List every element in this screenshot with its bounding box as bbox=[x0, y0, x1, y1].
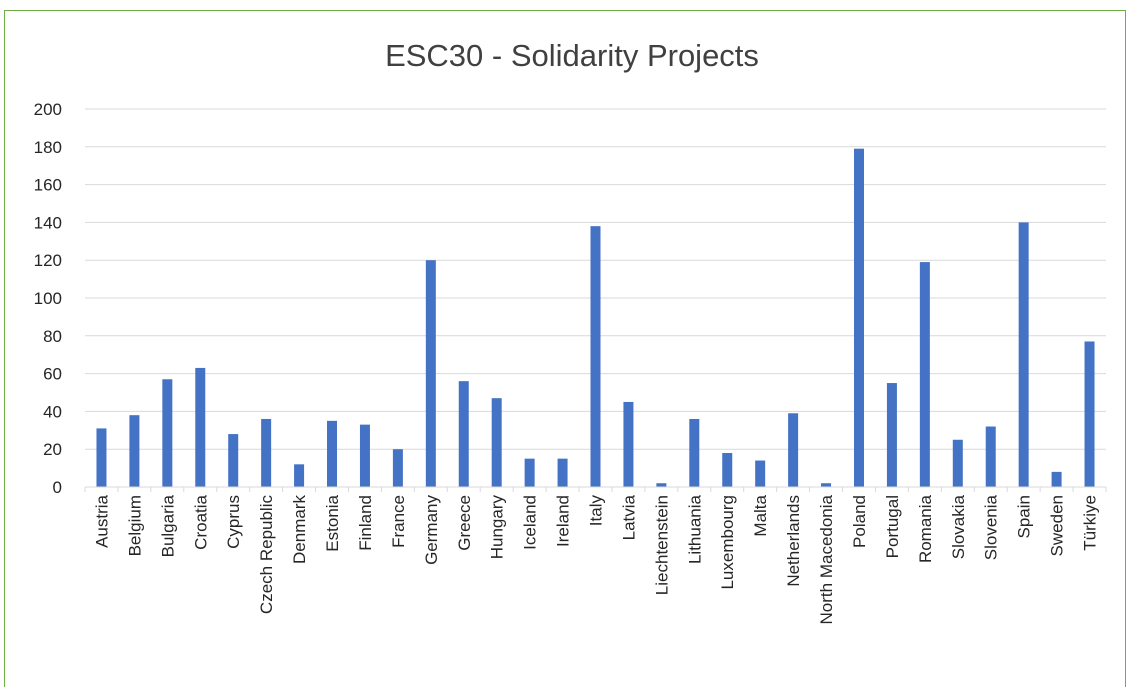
bar-latvia bbox=[623, 401, 634, 487]
bar-luxembourg bbox=[722, 452, 733, 487]
bar-czech-republic bbox=[261, 418, 272, 487]
bar-iceland bbox=[524, 458, 535, 487]
y-tick-label: 40 bbox=[43, 402, 62, 421]
x-tick-label: Luxembourg bbox=[718, 495, 737, 590]
y-tick-label: 20 bbox=[43, 440, 62, 459]
y-tick-label: 100 bbox=[34, 289, 62, 308]
bar-austria bbox=[96, 428, 107, 487]
bar-hungary bbox=[491, 398, 502, 487]
chart-frame bbox=[4, 10, 1126, 687]
x-tick-label: Germany bbox=[422, 495, 441, 565]
x-tick-label: Bulgaria bbox=[158, 494, 177, 557]
x-tick-label: Italy bbox=[587, 495, 606, 527]
bar-bulgaria bbox=[162, 379, 173, 487]
x-tick-label: Liechtenstein bbox=[652, 495, 671, 595]
bar-romania bbox=[919, 262, 930, 487]
x-tick-label: Slovakia bbox=[949, 494, 968, 559]
x-tick-label: Ireland bbox=[554, 495, 573, 547]
y-tick-label: 180 bbox=[34, 138, 62, 157]
bar-estonia bbox=[327, 420, 338, 487]
bar-portugal bbox=[886, 383, 897, 487]
x-tick-label: Latvia bbox=[619, 494, 638, 540]
bar-italy bbox=[590, 226, 601, 487]
x-tick-label: North Macedonia bbox=[817, 494, 836, 624]
x-tick-label: Malta bbox=[751, 494, 770, 536]
y-tick-label: 200 bbox=[34, 100, 62, 119]
x-tick-label: Hungary bbox=[488, 495, 507, 560]
bar-netherlands bbox=[788, 413, 799, 487]
bar-france bbox=[392, 449, 403, 487]
x-tick-label: Estonia bbox=[323, 494, 342, 551]
bar-spain bbox=[1018, 222, 1029, 487]
bars bbox=[96, 148, 1095, 487]
x-tick-label: Greece bbox=[455, 495, 474, 551]
x-tick-label: Lithuania bbox=[685, 494, 704, 564]
x-tick-label: Croatia bbox=[191, 494, 210, 549]
x-tick-label: Türkiye bbox=[1081, 495, 1100, 551]
x-tick-label: Czech Republic bbox=[257, 495, 276, 615]
bar-slovakia bbox=[952, 439, 963, 487]
y-axis: 0 20 40 60 80 100 120 140 160 180 200 bbox=[34, 100, 62, 497]
bar-cyprus bbox=[228, 434, 239, 487]
bar-malta bbox=[755, 460, 766, 487]
bar-poland bbox=[853, 148, 864, 487]
x-tick-label: Cyprus bbox=[224, 495, 243, 549]
y-tick-label: 80 bbox=[43, 327, 62, 346]
bar-greece bbox=[458, 381, 469, 487]
bar-finland bbox=[359, 424, 370, 487]
bar-croatia bbox=[195, 367, 206, 487]
x-tick-label: Sweden bbox=[1048, 495, 1067, 556]
x-tick-label: Romania bbox=[916, 494, 935, 563]
x-tick-label: Iceland bbox=[521, 495, 540, 550]
y-tick-label: 0 bbox=[53, 478, 62, 497]
chart-title: ESC30 - Solidarity Projects bbox=[385, 38, 759, 73]
bar-sweden bbox=[1051, 471, 1062, 487]
bar-türkiye bbox=[1084, 341, 1095, 487]
x-tick-label: France bbox=[389, 495, 408, 548]
x-tick-label: Netherlands bbox=[784, 495, 803, 587]
y-tick-label: 120 bbox=[34, 251, 62, 270]
x-axis: Austria Belgium Bulgaria Croatia Cyprus Czech… bbox=[84, 486, 1107, 624]
x-tick-label: Portugal bbox=[883, 495, 902, 558]
x-tick-label: Finland bbox=[356, 495, 375, 551]
bar-slovenia bbox=[985, 426, 996, 487]
y-tick-label: 60 bbox=[43, 365, 62, 384]
y-tick-label: 140 bbox=[34, 213, 62, 232]
x-tick-label: Poland bbox=[850, 495, 869, 548]
x-tick-label: Slovenia bbox=[982, 494, 1001, 560]
bar-denmark bbox=[294, 464, 305, 487]
bar-ireland bbox=[557, 458, 568, 487]
x-tick-label: Spain bbox=[1015, 495, 1034, 538]
x-tick-label: Belgium bbox=[125, 495, 144, 556]
x-tick-label: Denmark bbox=[290, 495, 309, 564]
x-tick-label: Austria bbox=[92, 494, 111, 547]
bar-belgium bbox=[129, 415, 140, 487]
bar-germany bbox=[425, 260, 436, 487]
bar-liechtenstein bbox=[656, 483, 667, 487]
bar-lithuania bbox=[689, 418, 700, 487]
y-tick-label: 160 bbox=[34, 176, 62, 195]
bar-north-macedonia bbox=[821, 483, 832, 487]
